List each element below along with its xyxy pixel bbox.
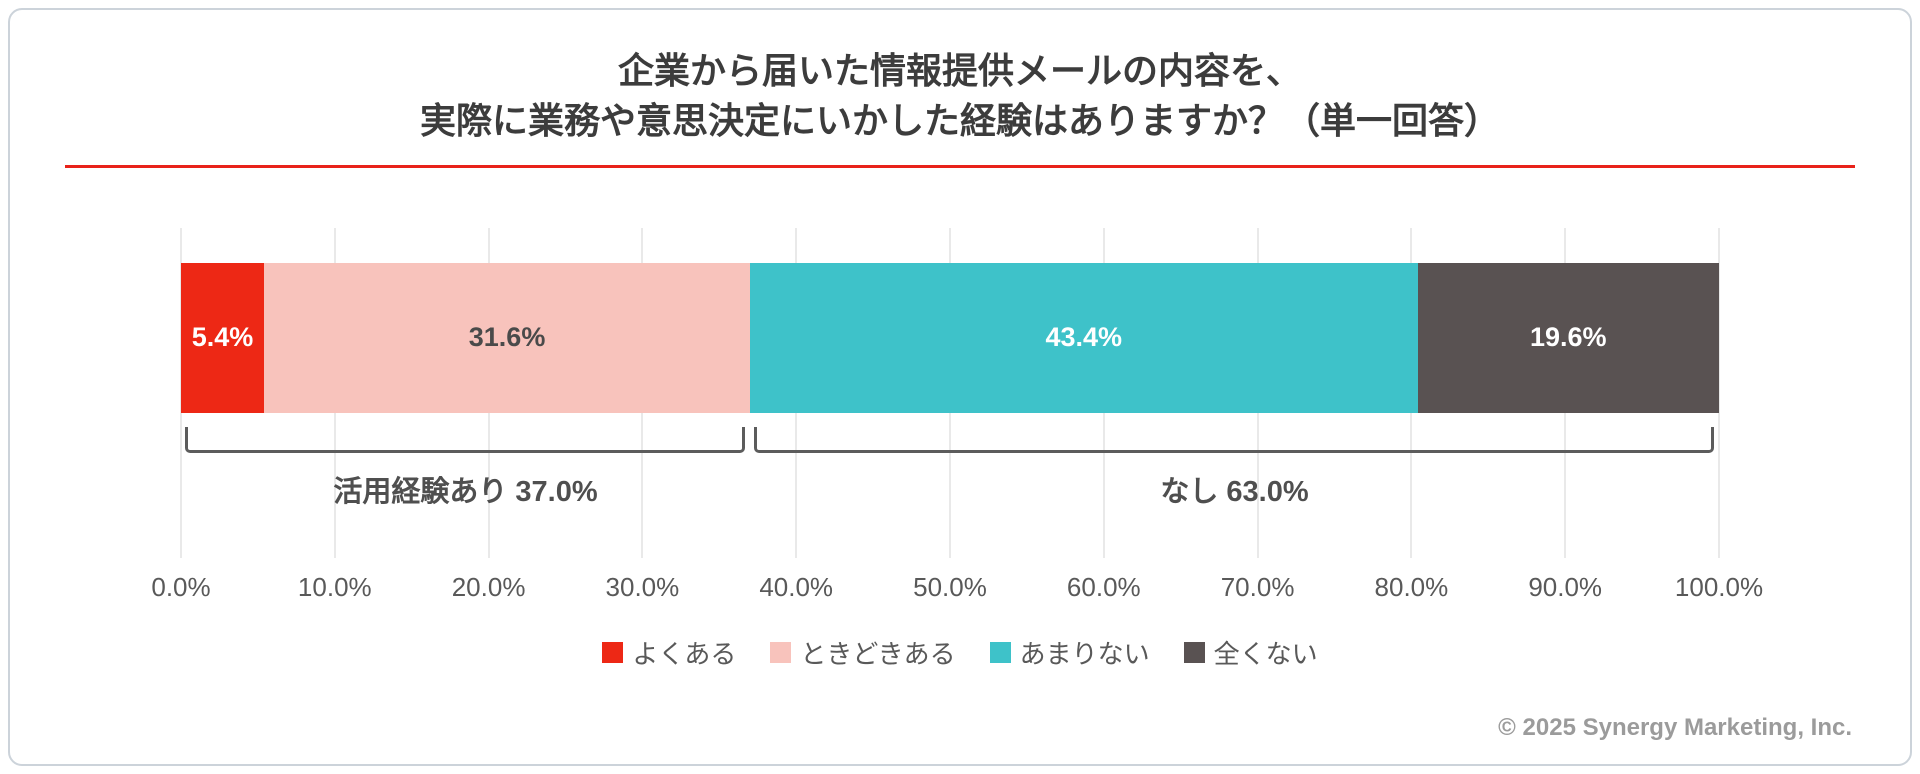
x-tick-00: 0.0%: [151, 571, 211, 602]
x-tick-900: 90.0%: [1528, 571, 1603, 602]
chart-title-line2: 実際に業務や意思決定にいかした経験はありますか？（単一回答）: [419, 100, 1500, 142]
legend-swatch-tokidoki-aru: [770, 641, 792, 663]
bar-segment-amari-nai: 43.4%: [750, 262, 1418, 413]
chart-title-line1: 企業から届いた情報提供メールの内容を、: [617, 50, 1302, 91]
x-tick-200: 20.0%: [451, 571, 526, 602]
legend-swatch-mattaku-nai: [1183, 641, 1205, 663]
x-tick-100: 10.0%: [297, 571, 372, 602]
x-tick-300: 30.0%: [605, 571, 680, 602]
legend-label-mattaku-nai: 全くない: [1213, 638, 1318, 669]
x-axis: 0.0% 10.0% 20.0% 30.0% 40.0% 50.0% 60.0% 70.0% 8…: [151, 571, 1763, 608]
legend-item-tokidoki-aru: ときどきある: [770, 634, 956, 671]
group-bracket-katsuyou-ari: [185, 426, 746, 453]
x-tick-800: 80.0%: [1374, 571, 1449, 602]
group-bracket-nashi: [754, 426, 1714, 453]
copyright-text: © 2025 Synergy Marketing, Inc.: [1498, 714, 1852, 741]
x-tick-1000: 100.0%: [1674, 571, 1764, 602]
group-label-nashi: なし 63.0%: [1160, 475, 1309, 508]
stacked-bar: 5.4% 31.6% 43.4% 19.6%: [181, 262, 1719, 413]
x-tick-600: 60.0%: [1066, 571, 1141, 602]
chart-title: 企業から届いた情報提供メールの内容を、 実際に業務や意思決定にいかした経験はあり…: [10, 46, 1910, 147]
x-tick-700: 70.0%: [1220, 571, 1295, 602]
legend-item-yoku-aru: よくある: [602, 634, 736, 671]
legend-item-amari-nai: あまりない: [989, 634, 1150, 671]
legend: よくある ときどきある あまりない 全くない: [10, 634, 1910, 671]
group-label-katsuyou-ari: 活用経験あり 37.0%: [333, 475, 598, 508]
legend-label-tokidoki-aru: ときどきある: [800, 638, 956, 669]
bar-segment-mattaku-nai: 19.6%: [1417, 262, 1719, 413]
bar-segment-tokidoki-aru: 31.6%: [264, 262, 751, 413]
legend-label-yoku-aru: よくある: [632, 638, 737, 669]
bar-segment-yoku-aru: 5.4%: [181, 262, 265, 413]
title-underline: [65, 164, 1855, 168]
x-tick-500: 50.0%: [913, 571, 987, 602]
chart-card: 企業から届いた情報提供メールの内容を、 実際に業務や意思決定にいかした経験はあり…: [8, 8, 1912, 766]
legend-swatch-amari-nai: [989, 641, 1011, 663]
legend-item-mattaku-nai: 全くない: [1183, 634, 1318, 671]
legend-swatch-yoku-aru: [602, 641, 624, 663]
plot-area: 5.4% 31.6% 43.4% 19.6% 活用経験あり 37.0% なし 63.0%: [180, 227, 1720, 558]
x-tick-400: 40.0%: [759, 571, 834, 602]
gridline-1000: [1718, 227, 1720, 558]
legend-label-amari-nai: あまりない: [1019, 638, 1150, 669]
